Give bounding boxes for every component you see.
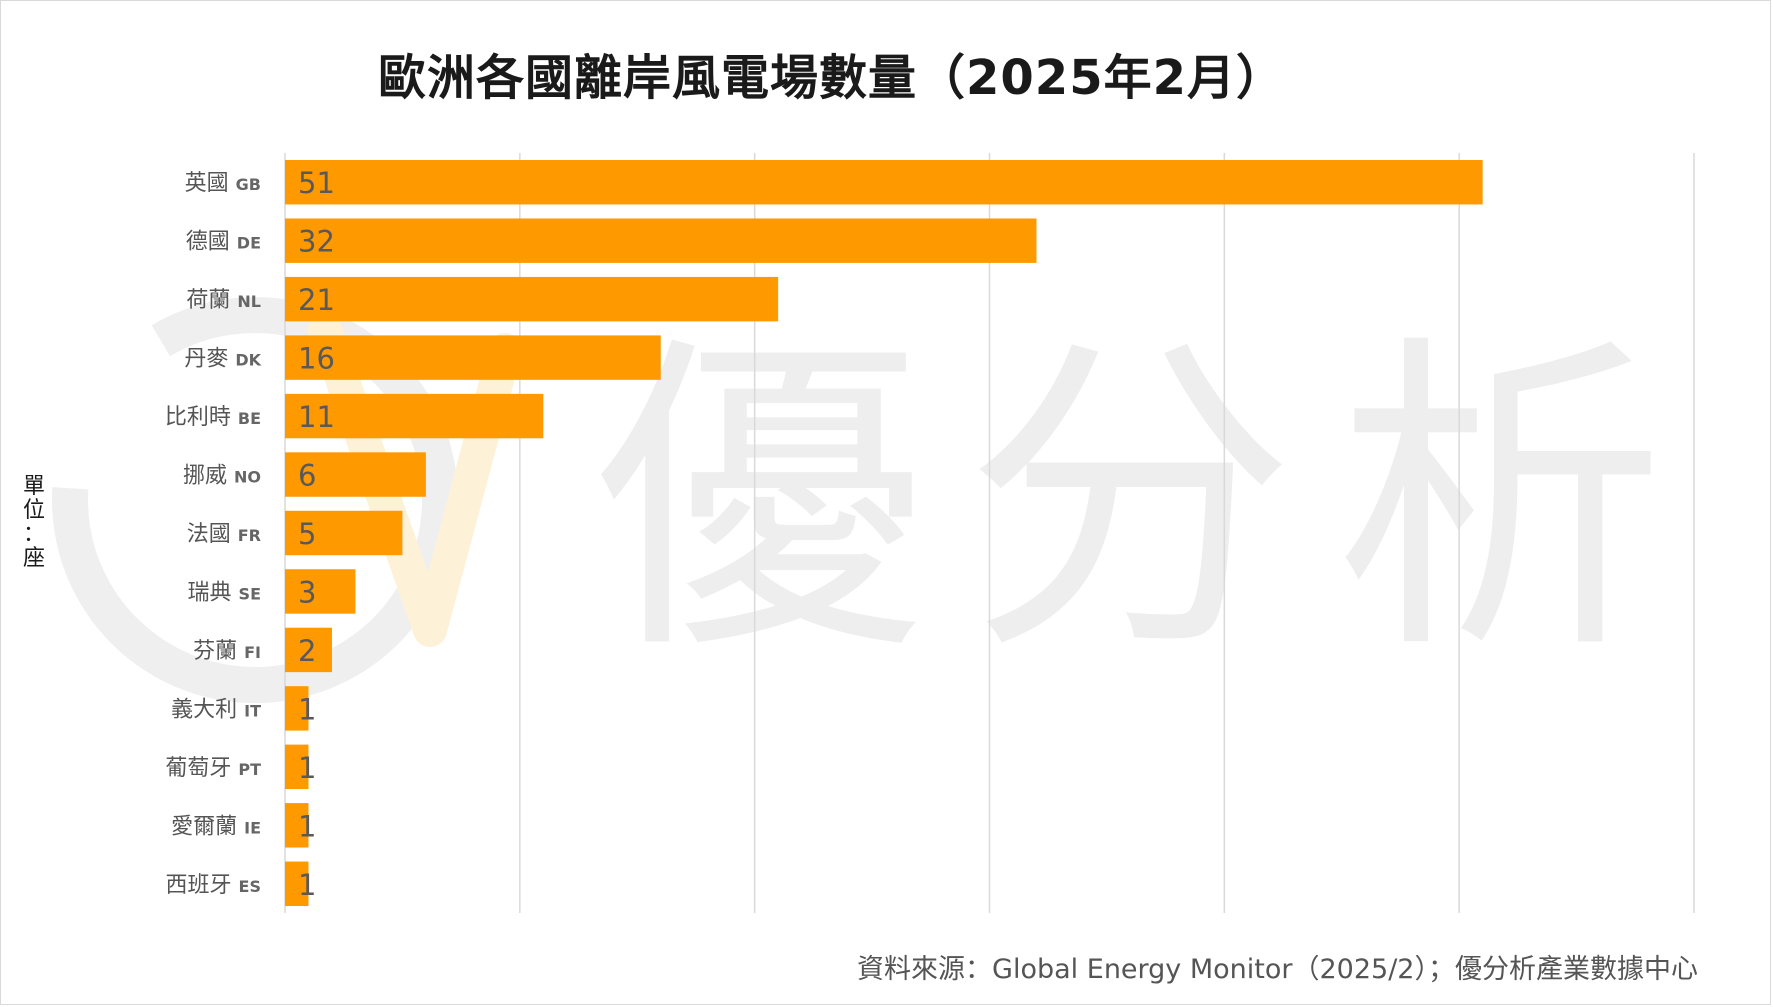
category-label-es: 西班牙 ES xyxy=(166,873,261,898)
value-label-ie: 1 xyxy=(298,809,316,843)
value-label-nl: 21 xyxy=(298,283,335,317)
bar-pt xyxy=(285,744,309,790)
value-label-fr: 5 xyxy=(298,517,316,551)
bar-ie xyxy=(285,803,309,848)
bar-de xyxy=(285,218,1037,263)
category-label-de: 德國 DE xyxy=(186,230,261,255)
category-label-be: 比利時 BE xyxy=(165,405,261,430)
value-label-pt: 1 xyxy=(298,751,316,785)
category-label-se: 瑞典 SE xyxy=(188,580,261,605)
watermark: 優分析 xyxy=(51,297,1705,703)
value-label-gb: 51 xyxy=(298,166,335,200)
value-label-it: 1 xyxy=(298,692,316,726)
bar-dk xyxy=(285,335,661,380)
category-label-fr: 法國 FR xyxy=(187,522,261,547)
bar-it xyxy=(285,686,309,731)
category-label-dk: 丹麥 DK xyxy=(184,347,261,372)
chart-title: 歐洲各國離岸風電場數量（2025年2月） xyxy=(378,50,1285,106)
category-label-fi: 芬蘭 FI xyxy=(193,639,261,664)
watermark-text: 優分析 xyxy=(595,309,1705,693)
category-labels: 英國 GB 德國 DE 荷蘭 NL 丹麥 DK 比利時 BE 挪威 NO 法國 FR 瑞典 S… xyxy=(165,171,262,898)
unit-label: 單位：座 xyxy=(22,474,45,571)
bar-no xyxy=(285,452,426,497)
bar-nl xyxy=(285,276,779,322)
value-label-fi: 2 xyxy=(298,634,316,668)
bar-se xyxy=(285,569,356,614)
category-label-pt: 葡萄牙 PT xyxy=(165,756,261,781)
watermark-logo-ring xyxy=(51,297,458,703)
bar-be xyxy=(285,393,544,439)
value-label-se: 3 xyxy=(298,575,316,609)
bars xyxy=(285,160,1483,906)
category-label-it: 義大利 IT xyxy=(171,697,261,722)
value-label-no: 6 xyxy=(298,459,316,493)
category-label-gb: 英國 GB xyxy=(185,171,261,196)
value-label-be: 11 xyxy=(298,400,335,434)
category-label-no: 挪威 NO xyxy=(183,464,261,489)
bar-fi xyxy=(285,627,332,673)
category-label-nl: 荷蘭 NL xyxy=(186,288,261,313)
source-note: 資料來源：Global Energy Monitor（2025/2）；優分析產業… xyxy=(857,954,1698,985)
value-label-dk: 16 xyxy=(298,342,335,376)
value-label-de: 32 xyxy=(298,225,335,259)
category-label-ie: 愛爾蘭 IE xyxy=(171,814,261,839)
bar-gb xyxy=(285,160,1483,205)
bar-fr xyxy=(285,510,403,556)
value-label-es: 1 xyxy=(298,868,316,902)
bar-es xyxy=(285,861,309,906)
